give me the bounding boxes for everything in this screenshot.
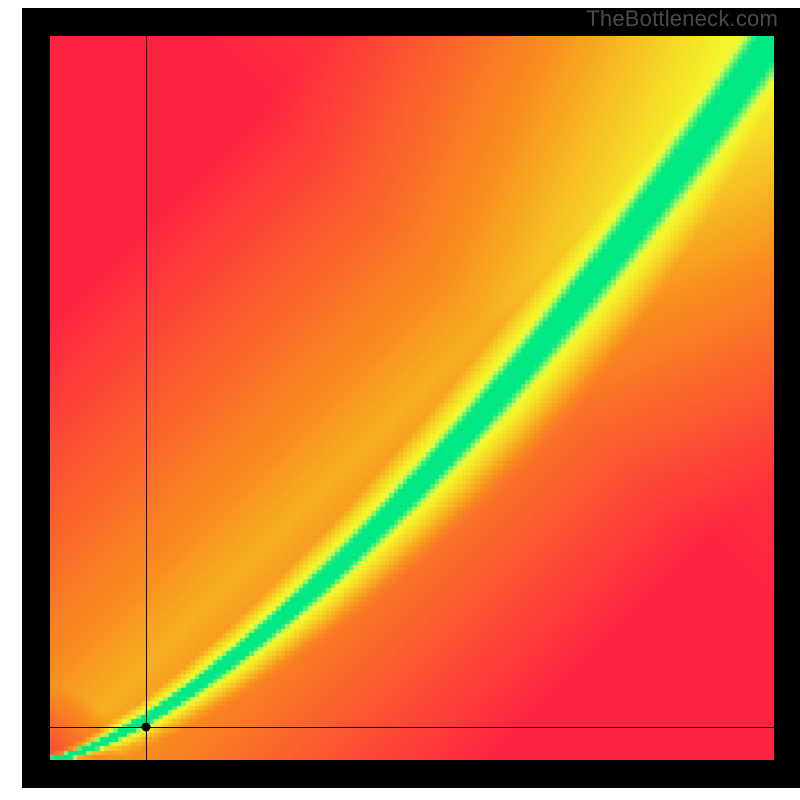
crosshair-horizontal bbox=[50, 727, 774, 728]
figure-root: TheBottleneck.com bbox=[0, 0, 800, 800]
crosshair-vertical bbox=[146, 36, 147, 760]
watermark-text: TheBottleneck.com bbox=[586, 6, 778, 32]
plot-frame-right bbox=[774, 36, 800, 760]
plot-frame-left bbox=[22, 36, 50, 760]
plot-area bbox=[0, 0, 800, 800]
heatmap-canvas bbox=[50, 36, 774, 760]
plot-frame-bottom bbox=[22, 760, 800, 788]
crosshair-marker bbox=[142, 723, 151, 732]
